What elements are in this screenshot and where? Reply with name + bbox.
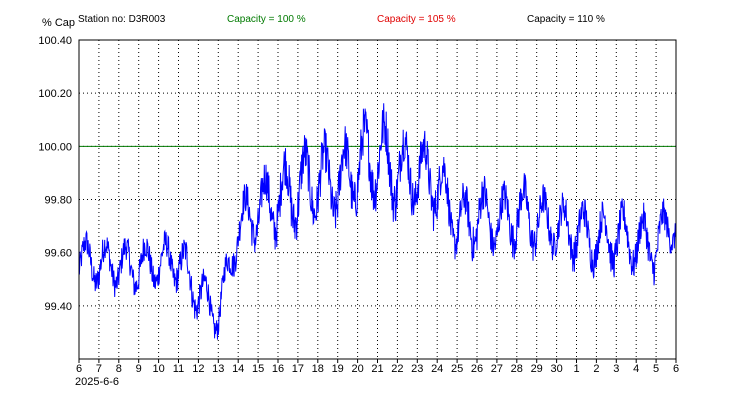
x-tick-label-0: 6	[76, 363, 82, 375]
x-tick-label-26: 2	[593, 363, 599, 375]
x-tick-label-28: 4	[633, 363, 639, 375]
ref-label-105: Capacity = 105 %	[377, 14, 456, 25]
x-tick-label-30: 6	[673, 363, 679, 375]
y-tick-label-1: 99.60	[44, 248, 72, 260]
ref-label-100: Capacity = 100 %	[227, 14, 306, 25]
y-tick-label-4: 100.20	[38, 88, 72, 100]
grid-lines	[78, 39, 677, 363]
x-tick-label-1: 7	[96, 363, 102, 375]
y-tick-label-3: 100.00	[38, 141, 72, 153]
y-tick-labels: 99.40 99.60 99.80 100.00 100.20 100.40	[38, 35, 72, 313]
x-tick-label-14: 20	[351, 363, 363, 375]
x-date-label: 2025-6-6	[75, 376, 119, 388]
x-tick-label-17: 23	[411, 363, 423, 375]
ref-label-110: Capacity = 110 %	[527, 14, 605, 25]
x-tick-label-25: 1	[573, 363, 579, 375]
x-tick-label-20: 26	[471, 363, 483, 375]
x-tick-label-15: 21	[371, 363, 383, 375]
x-tick-label-10: 16	[272, 363, 284, 375]
series-line-0	[78, 103, 677, 340]
x-tick-label-27: 3	[613, 363, 619, 375]
x-tick-label-9: 15	[252, 363, 264, 375]
y-tick-label-2: 99.80	[44, 195, 72, 207]
station-label: Station no: D3R003	[78, 14, 166, 25]
x-tick-label-16: 22	[391, 363, 403, 375]
x-tick-label-22: 28	[511, 363, 523, 375]
y-tick-label-5: 100.40	[38, 35, 72, 47]
y-unit-label: % Cap	[42, 17, 75, 29]
x-tick-label-18: 24	[431, 363, 443, 375]
x-tick-label-3: 9	[136, 363, 142, 375]
x-tick-label-24: 30	[550, 363, 562, 375]
x-tick-label-23: 29	[531, 363, 543, 375]
x-tick-label-8: 14	[232, 363, 244, 375]
x-tick-label-29: 5	[653, 363, 659, 375]
x-tick-labels: 6 7 8 9 10 11 12 13 14 15 16 17 18 19 20 21 22 23 24 25 26 27…	[76, 363, 679, 375]
x-tick-label-2: 8	[116, 363, 122, 375]
x-tick-label-7: 13	[212, 363, 224, 375]
x-tick-label-4: 10	[152, 363, 164, 375]
x-tick-label-5: 11	[173, 363, 184, 375]
x-tick-label-6: 12	[192, 363, 204, 375]
x-tick-label-19: 25	[451, 363, 463, 375]
plot-frame	[78, 39, 677, 360]
x-tick-label-11: 17	[292, 363, 304, 375]
series-layer	[78, 103, 677, 340]
y-tick-label-0: 99.40	[44, 301, 72, 313]
x-tick-label-13: 19	[332, 363, 344, 375]
x-tick-label-21: 27	[491, 363, 503, 375]
x-tick-label-12: 18	[312, 363, 324, 375]
